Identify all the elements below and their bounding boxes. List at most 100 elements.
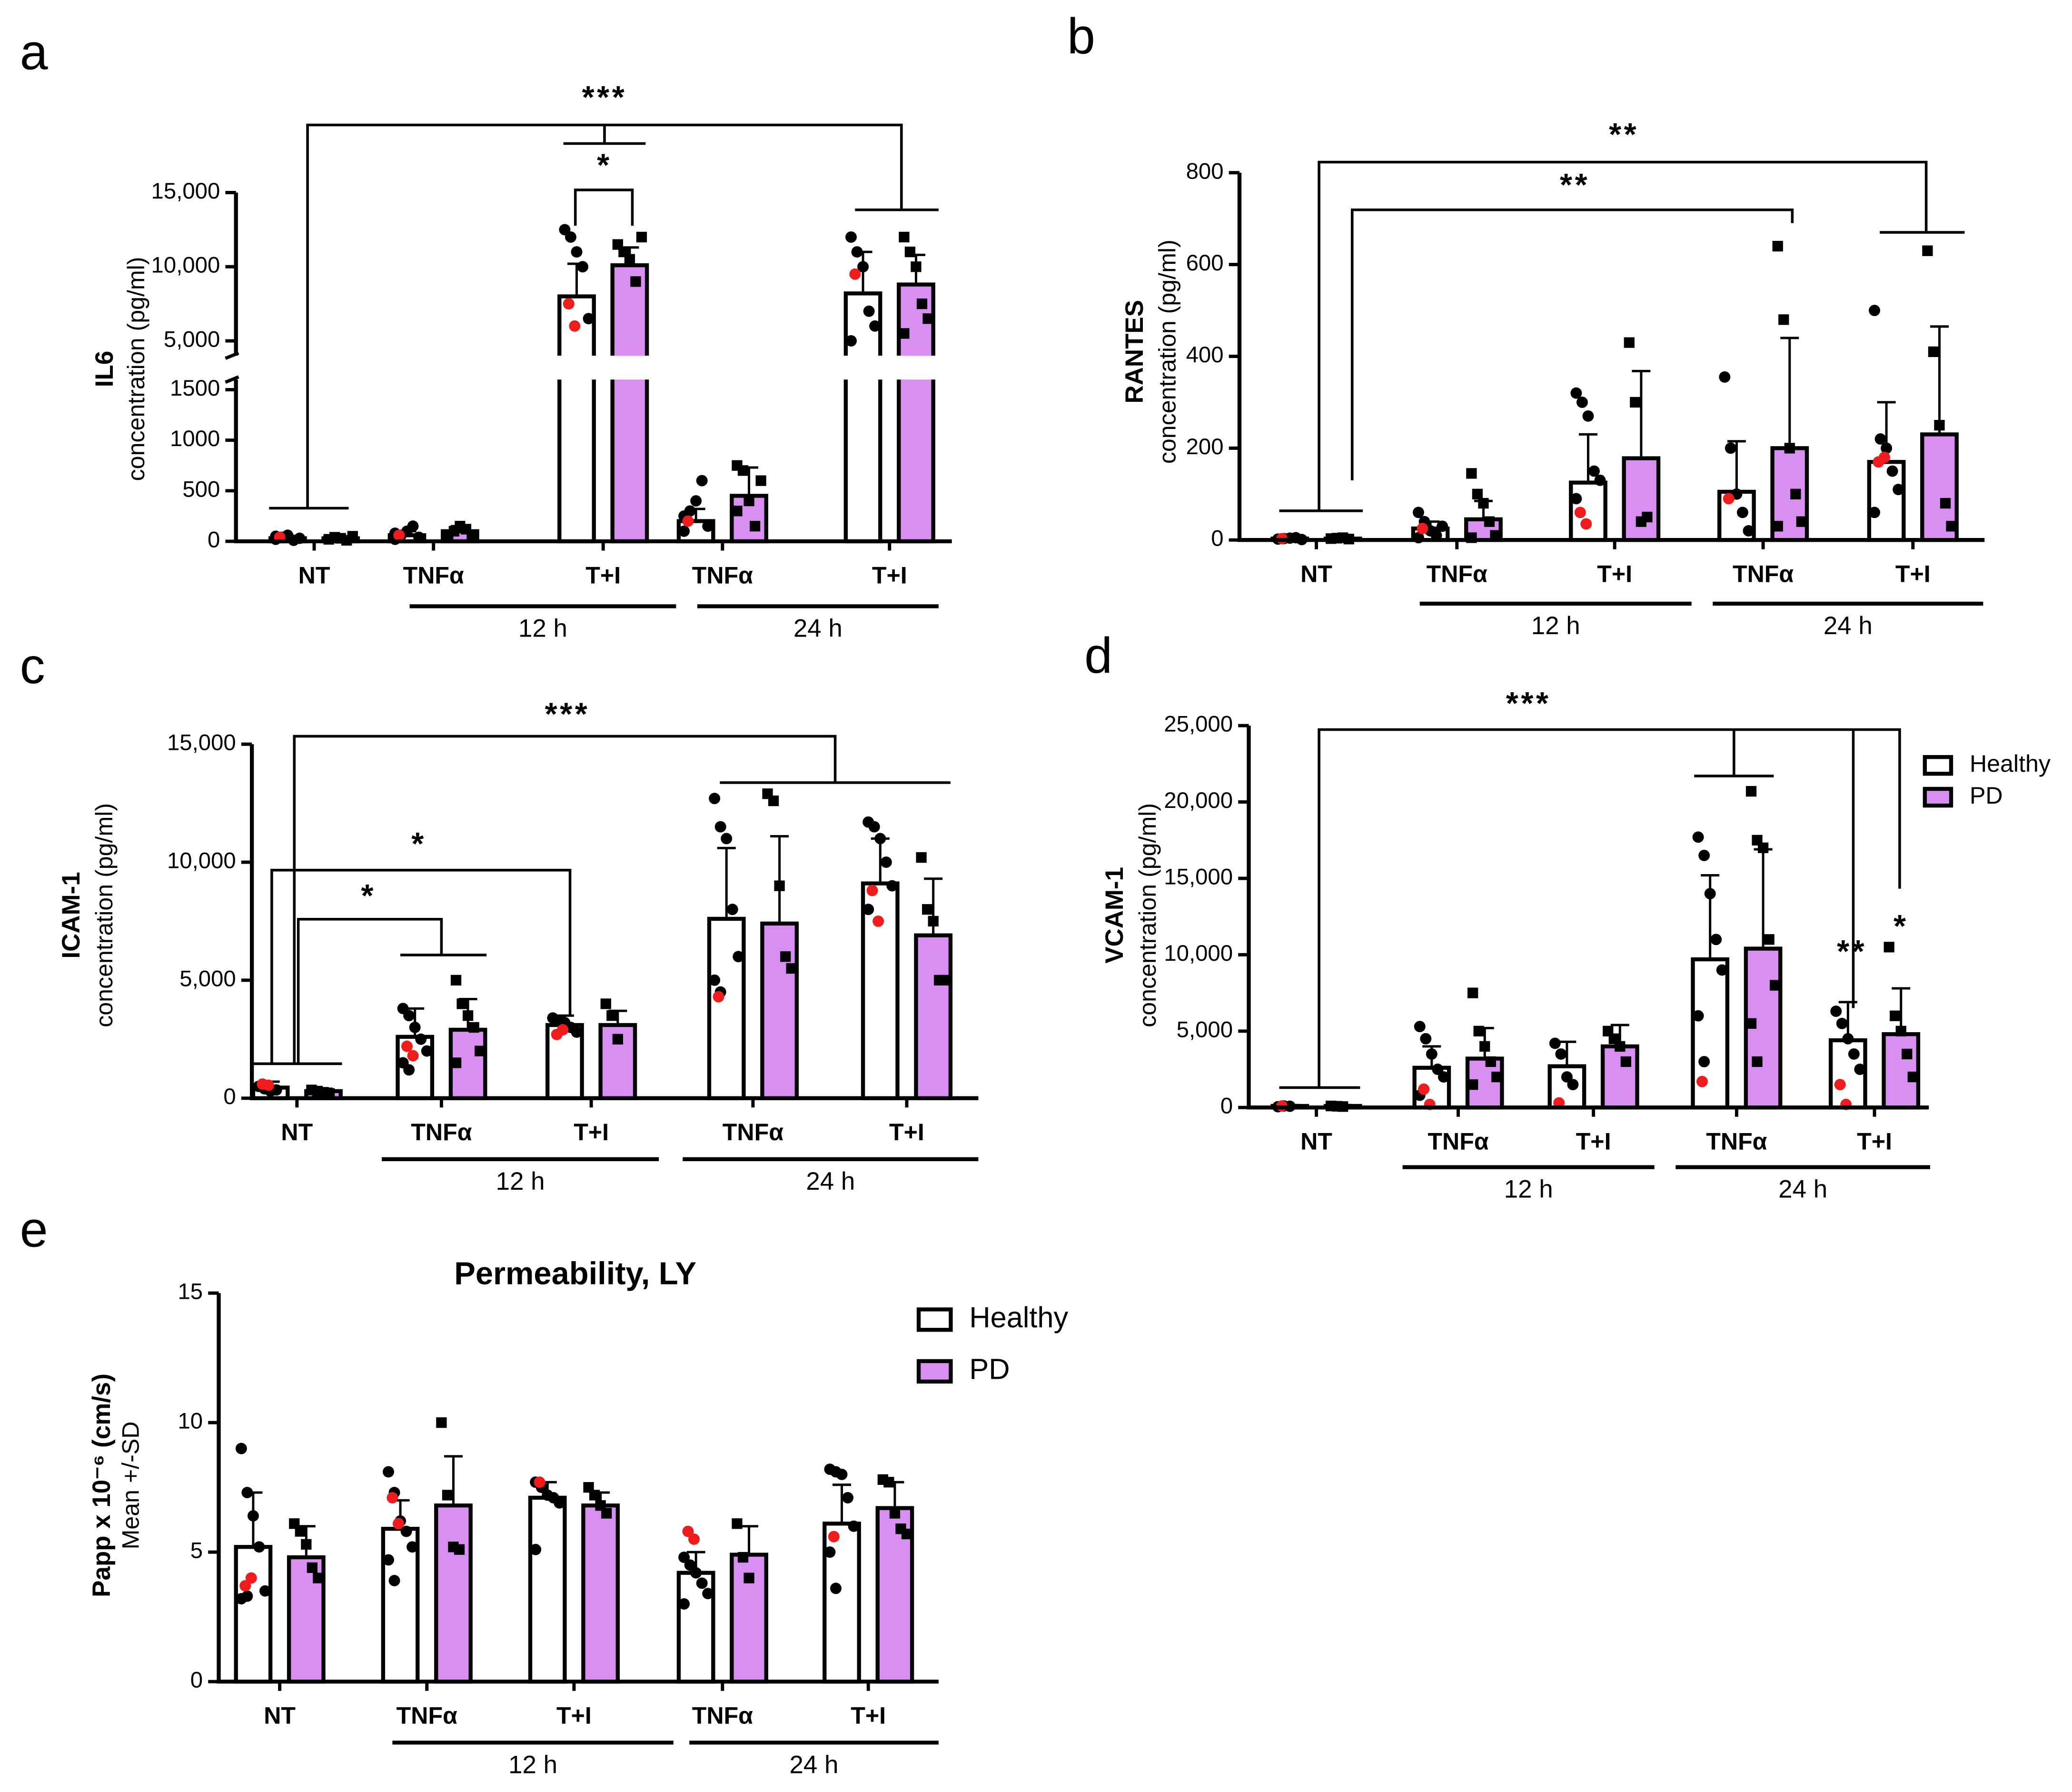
- data-point: [1743, 525, 1755, 537]
- axis-break: [222, 356, 955, 380]
- data-point: [1420, 1033, 1432, 1045]
- y-axis-label: Papp x 10⁻⁶ (cm/s): [88, 1374, 116, 1597]
- data-point: [842, 1492, 854, 1503]
- data-point: [678, 1552, 690, 1563]
- group-label: 24 h: [790, 1751, 839, 1779]
- data-point: [678, 1598, 690, 1610]
- data-point: [1790, 488, 1801, 499]
- y-tick-label: 10,000: [151, 253, 220, 278]
- data-point: [460, 524, 472, 535]
- data-point: [589, 1490, 600, 1501]
- data-point: [1478, 498, 1489, 509]
- y-tick-label: 500: [182, 477, 220, 502]
- data-point: [1716, 964, 1728, 976]
- panel: c ICAM-1 concentration (pg/ml) 0 5,000 10,000…: [20, 638, 979, 1195]
- data-point: [1418, 1083, 1430, 1095]
- y-tick-label: 0: [190, 1668, 203, 1693]
- data-point: [1874, 433, 1886, 445]
- data-point: [1582, 410, 1594, 422]
- data-point: [732, 506, 743, 517]
- x-tick-label: NT: [264, 1702, 296, 1729]
- group-label: 24 h: [806, 1167, 855, 1195]
- y-axis-sublabel: concentration (pg/ml): [1134, 803, 1161, 1027]
- data-point: [450, 975, 462, 986]
- y-tick-label: 5: [190, 1538, 203, 1563]
- data-point: [1890, 1010, 1901, 1021]
- x-tick-label: TNFα: [1706, 1128, 1767, 1155]
- panel-letter: e: [20, 1202, 48, 1258]
- data-point: [848, 1520, 860, 1532]
- data-point: [824, 1546, 836, 1558]
- data-point: [468, 1022, 479, 1033]
- data-point: [828, 1531, 840, 1543]
- y-tick-label: 10,000: [1164, 941, 1233, 966]
- chart-title: Permeability, LY: [454, 1256, 696, 1292]
- significance-label: ***: [545, 696, 590, 732]
- data-point: [1576, 396, 1588, 408]
- x-tick-label: T+I: [1857, 1128, 1892, 1155]
- data-point: [911, 261, 922, 272]
- data-point: [1928, 346, 1939, 357]
- x-tick-label: TNFα: [1428, 1128, 1488, 1155]
- data-point: [1594, 474, 1606, 486]
- bar: [914, 933, 953, 1100]
- data-point: [836, 1468, 848, 1480]
- data-point: [387, 1492, 398, 1503]
- data-point: [1561, 1071, 1573, 1083]
- data-point: [1549, 1037, 1561, 1049]
- y-tick-label: 20,000: [1164, 788, 1233, 813]
- panel: d VCAM-1 concentration (pg/ml) 0 5,000 10,000…: [1084, 627, 2051, 1204]
- bar: [1882, 1032, 1921, 1110]
- bar: [760, 921, 799, 1100]
- data-point: [239, 1580, 251, 1592]
- data-point: [295, 1526, 306, 1537]
- x-tick-label: TNFα: [403, 562, 464, 588]
- data-point: [571, 246, 583, 258]
- data-point: [1630, 397, 1641, 408]
- data-point: [407, 520, 419, 532]
- data-point: [851, 246, 863, 258]
- data-point: [690, 495, 702, 507]
- data-point: [1692, 1010, 1704, 1022]
- data-point: [721, 833, 733, 845]
- data-point: [324, 1088, 335, 1099]
- y-tick-label: 0: [1211, 526, 1223, 551]
- x-tick-label: TNFα: [723, 1119, 783, 1145]
- data-point: [1438, 1071, 1449, 1083]
- data-point: [421, 1045, 433, 1057]
- significance-label: **: [1560, 167, 1590, 203]
- data-point: [253, 1541, 265, 1553]
- data-point: [922, 313, 933, 324]
- x-tick-label: NT: [298, 562, 330, 588]
- data-point: [1884, 942, 1894, 953]
- data-point: [1902, 1048, 1913, 1060]
- data-point: [262, 1079, 274, 1091]
- y-tick-label: 0: [1220, 1094, 1233, 1119]
- data-point: [1725, 442, 1736, 454]
- data-point: [940, 975, 951, 986]
- data-point: [400, 1525, 412, 1537]
- significance-label: **: [1837, 934, 1867, 969]
- panel: e Permeability, LY Papp x 10⁻⁶ (cm/s) Mean …: [20, 1202, 1069, 1779]
- data-point: [737, 465, 749, 476]
- data-point: [577, 261, 588, 273]
- panel: b RANTES concentration (pg/ml) 0 200 400 600 80…: [1067, 8, 1985, 640]
- x-tick-label: TNFα: [1427, 561, 1487, 587]
- y-tick-label: 1000: [170, 426, 220, 451]
- bar: [610, 263, 649, 544]
- data-point: [1772, 521, 1783, 532]
- data-point: [1437, 520, 1448, 532]
- significance-label: **: [1609, 117, 1639, 152]
- data-point: [307, 1562, 318, 1573]
- bar: [1569, 480, 1607, 542]
- data-point: [1570, 493, 1582, 505]
- data-point: [403, 1010, 415, 1022]
- data-point: [899, 231, 910, 243]
- y-tick-label: 1500: [170, 376, 220, 401]
- data-point: [1692, 831, 1704, 843]
- data-point: [1484, 516, 1495, 527]
- data-point: [916, 852, 927, 863]
- data-point: [1745, 1018, 1757, 1029]
- legend-label: PD: [1970, 782, 2003, 809]
- legend-swatch: [916, 1307, 953, 1332]
